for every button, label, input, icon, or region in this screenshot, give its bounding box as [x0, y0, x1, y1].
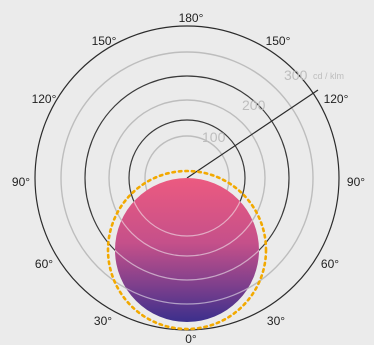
value-label-200: 200 — [242, 97, 266, 113]
unit-label: cd / klm — [313, 71, 344, 81]
angle-label-90-right: 90° — [347, 175, 365, 189]
angle-label-150-right: 150° — [266, 34, 291, 48]
angle-label-90-left: 90° — [12, 175, 30, 189]
angle-label-150-left: 150° — [92, 34, 117, 48]
angle-label-30-left: 30° — [94, 314, 112, 328]
value-label-300: 300 — [284, 67, 308, 83]
angle-label-120-right: 120° — [324, 92, 349, 106]
radial-line-120 — [186, 89, 319, 179]
angle-label-30-right: 30° — [267, 314, 285, 328]
value-label-100: 100 — [202, 129, 226, 145]
angle-label-60-right: 60° — [321, 257, 339, 271]
angle-label-0: 0° — [185, 332, 197, 345]
angle-labels: 180° 150° 150° 120° 120° 90° 90° 60° 60°… — [12, 11, 365, 345]
lobe-ring-overlay — [115, 178, 259, 305]
angle-label-180: 180° — [179, 11, 204, 25]
dashed-reference-outline — [106, 169, 268, 331]
light-distribution-lobe — [115, 178, 259, 322]
angle-label-60-left: 60° — [35, 257, 53, 271]
angle-label-120-left: 120° — [32, 92, 57, 106]
